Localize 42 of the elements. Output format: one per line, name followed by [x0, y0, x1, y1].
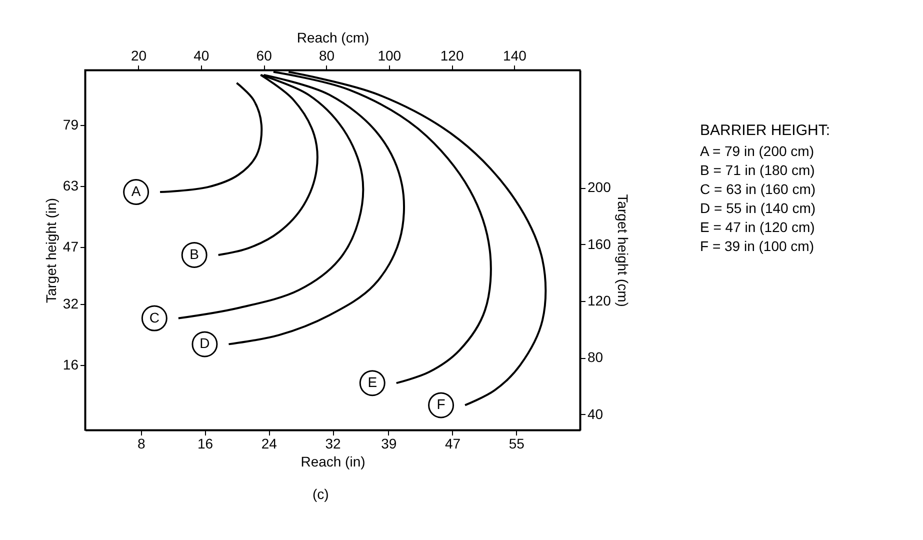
x2-tick-label: 100: [378, 48, 402, 64]
y-axis-title: Target height (in): [42, 198, 59, 304]
text: C = 63 in (160 cm): [700, 181, 816, 197]
x2-tick-label: 40: [194, 48, 210, 64]
legend-title: BARRIER HEIGHT:: [700, 122, 830, 139]
x2-axis-title: Reach (cm): [296, 30, 370, 46]
y-tick-label: 47: [62, 238, 79, 254]
x-axis-title: Reach (in): [300, 454, 366, 470]
x-tick-label: 32: [325, 436, 341, 452]
text: F = 39 in (100 cm): [700, 238, 814, 254]
y2-tick-label: 200: [588, 179, 612, 196]
series-label: F: [436, 396, 446, 412]
series-label: C: [149, 309, 160, 326]
series-label: B: [190, 246, 200, 262]
y-tick-label: 63: [62, 177, 79, 194]
x-tick-label: 47: [444, 436, 461, 452]
y-tick-label: 32: [62, 296, 79, 312]
y2-tick-label: 80: [588, 349, 604, 366]
y-tick-label: 79: [62, 116, 79, 132]
y-tick-label: 16: [62, 356, 79, 373]
text: E = 47 in (120 cm): [700, 219, 815, 235]
x-tick-label: 8: [137, 436, 146, 452]
x-tick-label: 39: [381, 436, 397, 452]
x-tick-label: 16: [197, 436, 214, 452]
x-tick-label: 55: [508, 436, 525, 452]
y2-tick-label: 160: [588, 236, 612, 252]
text: (c): [312, 486, 329, 502]
x2-tick-label: 80: [318, 48, 335, 64]
x2-tick-label: 140: [503, 48, 527, 64]
y2-axis-title: Target height (cm): [614, 194, 631, 307]
y2-tick-label: 40: [588, 406, 604, 422]
x-tick-label: 24: [261, 436, 278, 452]
y2-tick-label: 120: [588, 292, 612, 309]
x2-tick-label: 60: [256, 48, 272, 64]
x2-tick-label: 20: [130, 48, 147, 64]
text: B = 71 in (180 cm): [700, 162, 815, 178]
text: D = 55 in (140 cm): [700, 200, 816, 216]
series-label: A: [131, 183, 142, 200]
series-label: E: [368, 374, 378, 390]
x2-tick-label: 120: [440, 48, 464, 64]
text: A = 79 in (200 cm): [700, 143, 814, 159]
series-label: D: [200, 335, 210, 352]
